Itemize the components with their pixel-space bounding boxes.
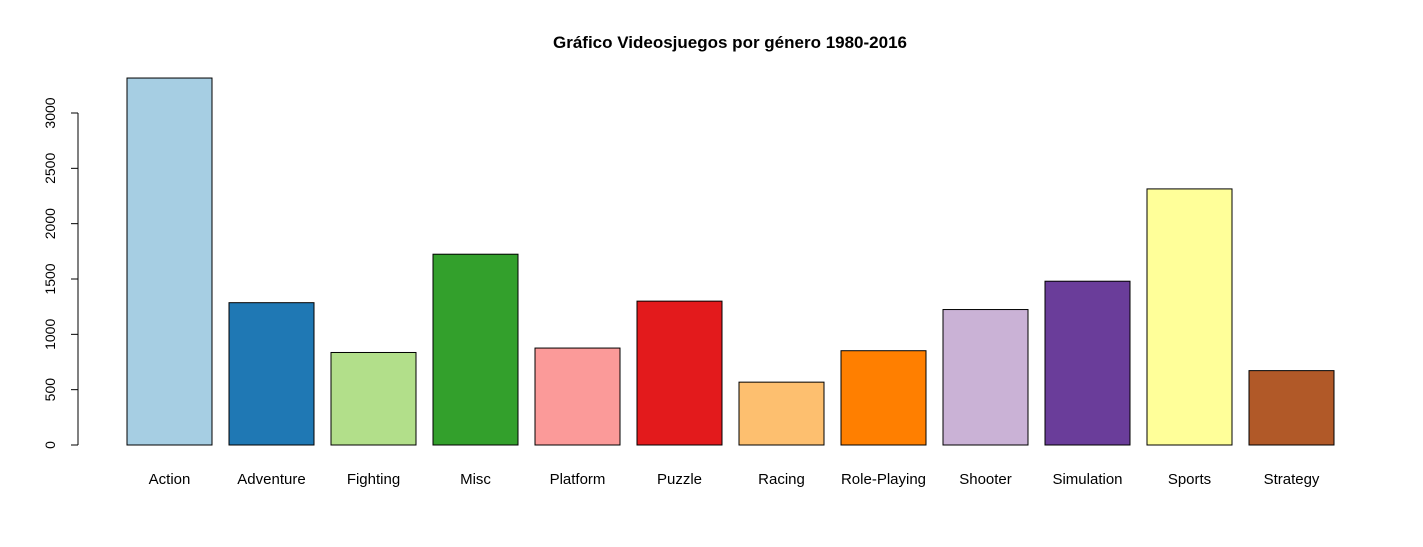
x-tick-label: Fighting [347, 471, 400, 488]
y-tick-label: 1500 [42, 263, 58, 294]
bar-adventure [228, 302, 315, 446]
x-tick-label: Platform [550, 471, 606, 488]
bar-puzzle [636, 300, 723, 446]
x-tick-label: Simulation [1052, 471, 1122, 488]
bar-action [126, 77, 213, 446]
x-axis-labels: Action Adventure Fighting Misc Platform Puzzl… [149, 471, 1320, 488]
y-axis: 0 500 1000 1500 2000 2500 3000 [42, 97, 79, 449]
bar-shooter [942, 309, 1029, 446]
y-tick-label: 2000 [42, 208, 58, 239]
x-tick-label: Racing [758, 471, 805, 488]
bars [126, 77, 1335, 446]
y-tick-label: 3000 [42, 97, 58, 128]
y-tick-label: 500 [42, 378, 58, 402]
x-tick-label: Puzzle [657, 471, 702, 488]
bar-role-playing [840, 350, 927, 446]
bar-sports [1146, 188, 1233, 446]
y-tick-label: 1000 [42, 319, 58, 350]
y-tick-label: 2500 [42, 153, 58, 184]
bar-misc [432, 253, 519, 446]
x-tick-label: Role-Playing [841, 471, 926, 488]
x-tick-label: Shooter [959, 471, 1012, 488]
chart-title: Gráfico Videosjuegos por género 1980-201… [553, 33, 907, 52]
x-tick-label: Sports [1168, 471, 1211, 488]
bar-platform [534, 347, 621, 446]
bar-simulation [1044, 280, 1131, 446]
bar-racing [738, 381, 825, 446]
x-tick-label: Strategy [1264, 471, 1320, 488]
bar-strategy [1248, 370, 1335, 446]
y-tick-label: 0 [42, 441, 58, 449]
bar-fighting [330, 351, 417, 446]
x-tick-label: Misc [460, 471, 491, 488]
x-tick-label: Action [149, 471, 191, 488]
x-tick-label: Adventure [237, 471, 305, 488]
